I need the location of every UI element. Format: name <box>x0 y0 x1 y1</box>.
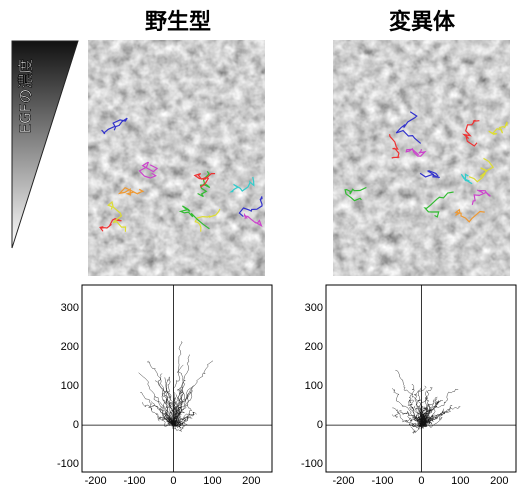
cell-track <box>229 176 255 193</box>
trajectory <box>419 401 423 426</box>
cell-track <box>454 208 485 223</box>
y-tick-label: 200 <box>305 341 323 353</box>
trajectory <box>392 388 422 426</box>
trajectory <box>421 409 450 426</box>
cell-track <box>99 218 122 232</box>
cell-track <box>488 121 508 135</box>
trajectory <box>173 390 193 426</box>
cell-track <box>244 212 263 228</box>
plot: -200 -100 0 100 200 -100 0 100 200 300 <box>57 284 273 487</box>
cell-track <box>178 205 210 230</box>
trajectory <box>173 397 178 426</box>
x-tick-label: -200 <box>333 475 355 487</box>
x-tick-label: 100 <box>203 475 221 487</box>
cell-track <box>117 186 145 196</box>
trajectory <box>142 402 174 426</box>
trajectory <box>419 414 427 429</box>
x-tick-label: -100 <box>371 475 393 487</box>
trajectory <box>146 360 175 426</box>
trajectory <box>138 372 175 426</box>
plot-frame <box>81 284 273 473</box>
y-tick-label: 300 <box>305 302 323 314</box>
y-tick-label: 0 <box>317 419 323 431</box>
x-tick-label: 200 <box>490 475 508 487</box>
y-tick-label: 0 <box>73 419 79 431</box>
y-tick-label: 200 <box>61 341 79 353</box>
cell-track <box>193 173 216 188</box>
cell-track <box>344 186 367 202</box>
cell-track <box>405 147 427 157</box>
trajectory <box>173 354 190 426</box>
trajectory <box>421 406 461 426</box>
cell-track <box>468 157 495 183</box>
cell-track <box>471 189 491 205</box>
x-tick-label: 0 <box>418 475 424 487</box>
x-tick-label: 200 <box>242 475 260 487</box>
y-tick-label: 300 <box>61 302 79 314</box>
y-tick-label: 100 <box>61 380 79 392</box>
trajectory <box>164 377 176 426</box>
plot: -200 -100 0 100 200 -100 0 100 200 300 <box>301 284 517 487</box>
trajectory <box>173 411 194 427</box>
cell-track <box>460 173 473 185</box>
x-tick-label: 0 <box>170 475 176 487</box>
panel-title: 変異体 <box>389 9 456 35</box>
cell-track <box>107 200 127 232</box>
trajectory <box>419 405 424 426</box>
side-label: EGFの濃度 <box>17 59 35 134</box>
y-tick-label: 100 <box>305 380 323 392</box>
cell-track <box>395 111 422 144</box>
x-tick-label: 100 <box>451 475 469 487</box>
trajectory <box>158 415 174 427</box>
trajectory <box>154 380 175 426</box>
micrograph <box>333 40 510 276</box>
y-tick-label: -100 <box>301 458 323 470</box>
cell-track <box>238 196 263 218</box>
y-tick-label: -100 <box>57 458 79 470</box>
gradient-triangle <box>11 40 79 249</box>
cell-track <box>138 161 159 179</box>
panel-title: 野生型 <box>145 10 211 35</box>
x-tick-label: -200 <box>85 475 107 487</box>
cell-track <box>423 191 454 218</box>
cell-track <box>389 134 400 159</box>
trajectory-plots: -200 -100 0 100 200 -100 0 100 200 300 -200 -100 0 10… <box>57 284 517 487</box>
micrograph <box>88 40 265 276</box>
trajectory <box>392 407 422 428</box>
trajectory <box>172 423 188 432</box>
cell-track <box>101 117 128 135</box>
trajectory <box>421 405 453 428</box>
cell-track <box>419 169 440 179</box>
x-tick-label: -100 <box>124 475 146 487</box>
tracked-cells <box>99 111 508 232</box>
trajectory <box>420 416 429 426</box>
cell-track <box>194 208 221 232</box>
cell-track <box>461 119 480 147</box>
trajectory <box>173 387 184 426</box>
